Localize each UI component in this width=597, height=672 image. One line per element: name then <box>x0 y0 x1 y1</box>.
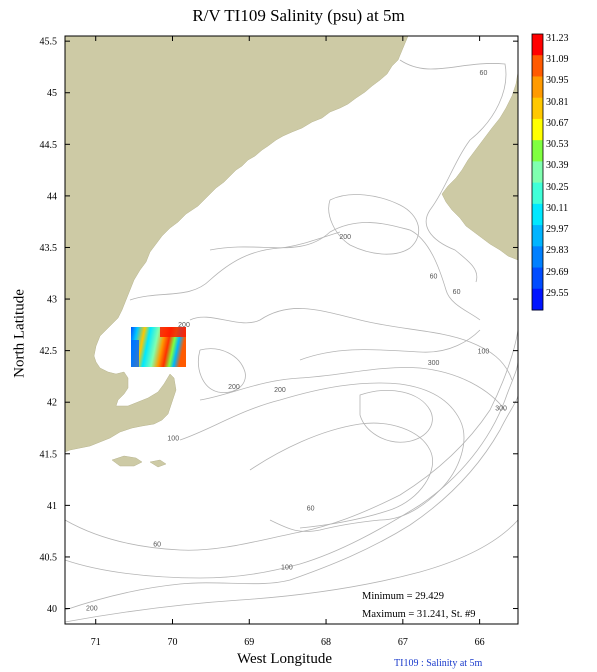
y-tick-label: 44 <box>47 191 57 202</box>
colorbar-label: 30.95 <box>546 75 569 87</box>
colorbar-label: 30.11 <box>546 202 569 214</box>
land-nova-scotia <box>441 36 519 261</box>
y-axis-ticks: 45.5 45 44.5 44 43.5 43 42.5 42 41.5 41 40.5 40 <box>40 37 518 615</box>
colorbar-label: 29.97 <box>546 224 569 236</box>
x-tick-label: 69 <box>244 637 254 648</box>
contour-depth-label: 200 <box>86 606 98 613</box>
contour-depth-label: 100 <box>478 349 490 356</box>
contour-depth-label: 60 <box>430 273 438 280</box>
y-tick-label: 42.5 <box>40 346 58 357</box>
colorbar-frame <box>531 33 544 311</box>
contour-depth-label: 200 <box>274 387 286 394</box>
stats-minimum: Minimum = 29.429 <box>362 591 445 602</box>
stats-box: Minimum = 29.429 Maximum = 31.241, St. #… <box>362 588 476 624</box>
contour-60-bank <box>249 422 433 529</box>
y-axis-label: North Latitude <box>11 289 28 378</box>
x-tick-label: 66 <box>475 637 485 648</box>
colorbar-label: 31.23 <box>546 33 569 44</box>
salinity-hot-spot <box>160 327 186 337</box>
y-tick-label: 40.5 <box>40 552 58 563</box>
colorbar-swatch <box>532 118 543 141</box>
x-axis-label-wrap: West Longitude <box>0 651 597 668</box>
figure-caption: TI109 : Salinity at 5m <box>394 658 483 669</box>
land-nantucket <box>149 459 167 468</box>
contour-labels: 60 200 60 60 200 100 300 200 200 300 100 60 60 100 200 <box>86 70 507 612</box>
land-marthas-vineyard <box>111 455 143 467</box>
x-tick-label: 67 <box>398 637 408 648</box>
y-tick-label: 45.5 <box>40 37 58 48</box>
colorbar-label: 30.25 <box>546 181 569 193</box>
x-tick-label: 68 <box>321 637 331 648</box>
contour-depth-label: 60 <box>153 542 161 549</box>
x-axis-label: West Longitude <box>236 651 333 667</box>
map-title: R/V TI109 Salinity (psu) at 5m <box>192 6 405 25</box>
y-tick-label: 42 <box>47 398 57 409</box>
contour-100-south <box>64 359 519 579</box>
colorbar-swatch <box>532 267 543 290</box>
contour-60-south <box>64 329 519 551</box>
contour-depth-label: 100 <box>167 435 179 442</box>
x-tick-label: 71 <box>91 637 101 648</box>
y-tick-label: 41.5 <box>40 449 58 460</box>
contour-depth-label: 200 <box>178 322 190 329</box>
colorbar-swatch <box>532 225 543 247</box>
colorbar-swatch <box>532 246 543 269</box>
x-tick-label: 70 <box>167 637 177 648</box>
contour-300-basin <box>299 329 481 361</box>
colorbar-label: 30.81 <box>546 96 569 108</box>
colorbar-swatch <box>532 97 543 120</box>
contour-200-georges <box>199 367 506 411</box>
contour-200-south <box>64 394 519 611</box>
colorbar-label: 31.09 <box>546 54 569 66</box>
y-tick-label: 41 <box>47 501 57 512</box>
contour-depth-label: 200 <box>228 384 240 391</box>
colorbar-swatch <box>532 140 543 162</box>
contour-coastal <box>129 231 341 301</box>
salinity-low-strip <box>131 340 139 367</box>
colorbar-swatch <box>532 55 543 77</box>
contour-jordan-basin <box>328 194 420 255</box>
colorbar-label: 30.39 <box>546 160 569 172</box>
contour-depth-label: 60 <box>453 289 461 296</box>
colorbar-swatch <box>532 203 543 226</box>
y-tick-label: 43.5 <box>40 243 58 254</box>
land-maine <box>64 35 409 453</box>
contour-wilkinson <box>198 348 246 393</box>
contour-depth-label: 300 <box>495 405 507 412</box>
colorbar-label: 29.55 <box>546 287 569 299</box>
colorbar-swatch <box>532 76 543 99</box>
contour-200-gulf <box>209 222 481 321</box>
colorbar-label: 29.83 <box>546 245 569 257</box>
plot-frame <box>64 35 519 625</box>
stats-maximum: Maximum = 31.241, St. #9 <box>362 609 476 620</box>
contour-depth-label: 60 <box>480 70 488 77</box>
contour-100-shelf <box>179 382 465 532</box>
land-areas <box>64 35 519 468</box>
colorbar-swatch <box>532 288 543 311</box>
depth-contours <box>64 59 519 623</box>
y-tick-label: 44.5 <box>40 140 58 151</box>
colorbar-label: 30.53 <box>546 139 569 151</box>
colorbar-swatch <box>532 182 543 205</box>
contour-60-north <box>399 59 507 283</box>
contour-depth-label: 60 <box>307 506 315 513</box>
contour-depth-label: 300 <box>428 360 440 367</box>
x-axis-ticks: 71 70 69 68 67 66 <box>91 36 485 648</box>
colorbar-label: 30.67 <box>546 117 569 129</box>
y-tick-label: 43 <box>47 295 57 306</box>
colorbar-swatch <box>532 161 543 184</box>
contour-deep-south <box>64 519 519 623</box>
colorbar-swatch <box>532 34 543 56</box>
y-tick-label: 40 <box>47 604 57 615</box>
contour-100-inner <box>189 308 513 381</box>
contour-depth-label: 100 <box>281 564 293 571</box>
colorbar-label: 29.69 <box>546 266 569 278</box>
y-tick-label: 45 <box>47 88 57 99</box>
colorbar <box>531 33 544 311</box>
contour-georges-basin <box>359 390 433 443</box>
contour-depth-label: 200 <box>339 234 351 241</box>
